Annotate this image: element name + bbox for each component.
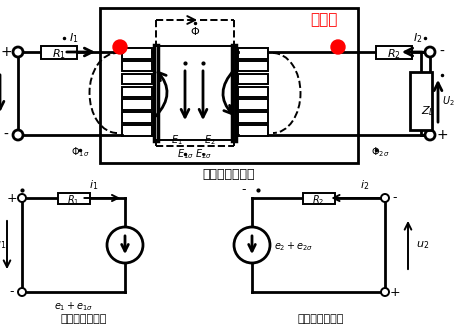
Text: -: -	[393, 191, 397, 204]
Bar	[238, 74, 268, 84]
Bar	[238, 100, 268, 110]
Circle shape	[18, 288, 26, 296]
Text: 变压器负载运行: 变压器负载运行	[203, 168, 255, 181]
Text: $\Phi$: $\Phi$	[190, 25, 200, 37]
Bar	[410, 72, 432, 130]
Bar	[58, 192, 89, 203]
Circle shape	[425, 47, 435, 57]
Text: $\Phi_{1\sigma}$: $\Phi_{1\sigma}$	[71, 145, 89, 159]
Bar	[376, 45, 412, 58]
Text: $E_2$: $E_2$	[204, 133, 216, 147]
Text: $e_2+e_{2\sigma}$: $e_2+e_{2\sigma}$	[274, 240, 313, 254]
Text: +: +	[436, 128, 448, 142]
Text: $E_{2\sigma}$: $E_{2\sigma}$	[194, 147, 212, 161]
Text: $R_2$: $R_2$	[312, 193, 325, 207]
Text: +: +	[0, 45, 12, 59]
Circle shape	[381, 288, 389, 296]
Circle shape	[113, 40, 127, 54]
Text: $U_{20}$: $U_{20}$	[442, 94, 454, 108]
Text: -: -	[10, 286, 14, 299]
Circle shape	[234, 227, 270, 263]
Bar	[238, 87, 268, 97]
Text: $i_1$: $i_1$	[89, 178, 98, 192]
Bar	[122, 87, 152, 97]
Text: -: -	[439, 45, 444, 59]
Bar	[122, 61, 152, 71]
Text: +: +	[7, 191, 17, 204]
Text: $I_2$: $I_2$	[413, 31, 423, 45]
Text: -: -	[242, 183, 246, 196]
Bar	[238, 112, 268, 123]
Circle shape	[13, 47, 23, 57]
Text: 同名端: 同名端	[311, 12, 338, 27]
Text: $R_1$: $R_1$	[67, 193, 80, 207]
Circle shape	[425, 130, 435, 140]
Circle shape	[107, 227, 143, 263]
Text: 二次侧等效电路: 二次侧等效电路	[298, 314, 344, 324]
Bar	[122, 112, 152, 123]
Bar	[122, 48, 152, 58]
Bar	[100, 8, 358, 163]
Circle shape	[331, 40, 345, 54]
Bar	[122, 125, 152, 136]
Bar	[238, 48, 268, 58]
Bar	[155, 46, 235, 140]
Text: $R_1$: $R_1$	[52, 47, 66, 61]
Text: 一次侧等效电路: 一次侧等效电路	[60, 314, 107, 324]
Bar	[302, 192, 335, 203]
Bar	[238, 61, 268, 71]
Bar	[122, 74, 152, 84]
Text: $i_2$: $i_2$	[360, 178, 370, 192]
Bar	[238, 125, 268, 136]
Text: -: -	[4, 128, 9, 142]
Circle shape	[18, 194, 26, 202]
Bar	[122, 100, 152, 110]
Circle shape	[13, 130, 23, 140]
Text: +: +	[390, 286, 400, 299]
Text: $u_2$: $u_2$	[416, 239, 429, 251]
Text: $E_{1\sigma}$: $E_{1\sigma}$	[177, 147, 193, 161]
Text: $E_1$: $E_1$	[171, 133, 183, 147]
Circle shape	[381, 194, 389, 202]
Text: $\Phi_{2\sigma}$: $\Phi_{2\sigma}$	[371, 145, 389, 159]
Text: $Z_L$: $Z_L$	[421, 104, 435, 118]
Bar	[41, 45, 77, 58]
Text: $R_2$: $R_2$	[387, 47, 401, 61]
Text: $u_1$: $u_1$	[0, 239, 7, 251]
Text: $I_1$: $I_1$	[69, 31, 79, 45]
Text: $e_1+e_{1\sigma}$: $e_1+e_{1\sigma}$	[54, 300, 93, 313]
